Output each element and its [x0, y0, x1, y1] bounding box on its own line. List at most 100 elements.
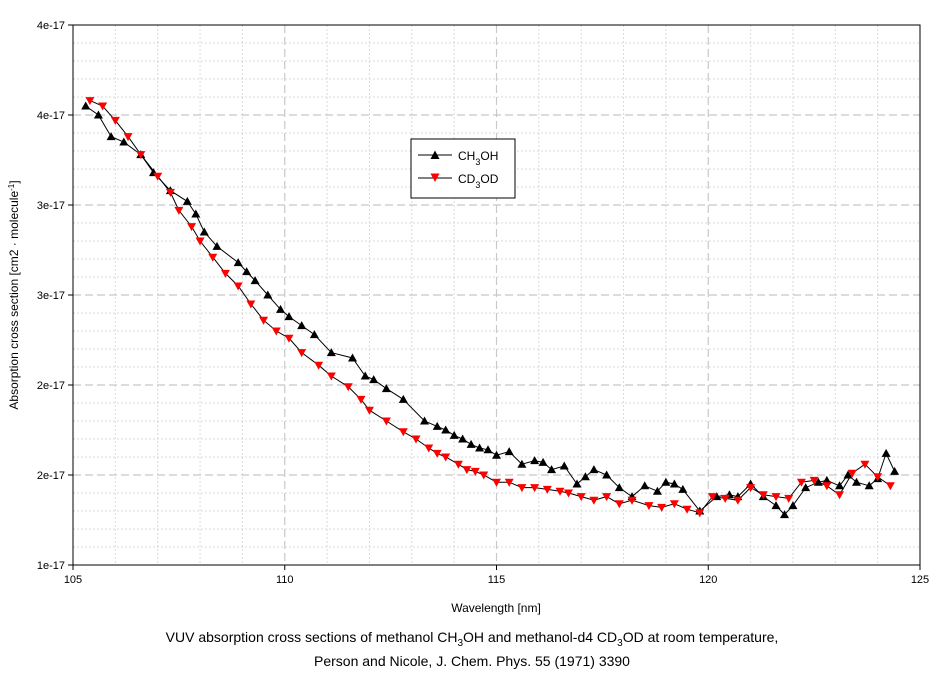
data-point-ch3oh [572, 479, 582, 488]
data-point-cd3od [110, 116, 120, 125]
data-point-cd3od [809, 476, 819, 485]
data-point-ch3oh [538, 457, 548, 466]
data-point-ch3oh [881, 448, 891, 457]
data-point-cd3od [123, 133, 133, 142]
data-point-ch3oh [661, 477, 671, 486]
data-point-ch3oh [420, 416, 430, 425]
data-point-cd3od [602, 493, 612, 502]
data-point-ch3oh [212, 241, 222, 250]
data-point-cd3od [479, 471, 489, 480]
data-point-cd3od [297, 349, 307, 358]
data-point-cd3od [174, 206, 184, 215]
data-point-cd3od [259, 316, 269, 325]
data-point-cd3od [614, 500, 624, 509]
data-point-cd3od [720, 494, 730, 503]
legend-label-ch3oh: CH3OH [458, 149, 498, 167]
data-point-cd3od [784, 494, 794, 503]
data-point-cd3od [563, 489, 573, 498]
data-point-cd3od [343, 383, 353, 392]
data-point-ch3oh [835, 481, 845, 490]
legend-marker-ch3oh [430, 150, 440, 159]
data-point-ch3oh [712, 492, 722, 501]
data-point-cd3od [208, 253, 218, 262]
x-tick-label: 110 [276, 574, 294, 586]
data-point-ch3oh [182, 196, 192, 205]
data-point-ch3oh [297, 321, 307, 330]
data-point-cd3od [530, 484, 540, 493]
data-point-cd3od [441, 453, 451, 462]
data-point-cd3od [432, 449, 442, 458]
data-point-cd3od [364, 406, 374, 415]
series-line-ch3oh [85, 105, 896, 516]
data-point-cd3od [314, 361, 324, 370]
data-point-ch3oh [492, 450, 501, 459]
legend-box [410, 138, 516, 199]
data-point-ch3oh [614, 483, 624, 492]
data-point-ch3oh [369, 375, 379, 384]
data-point-cd3od [187, 223, 197, 232]
data-point-ch3oh [360, 371, 370, 380]
data-point-cd3od [517, 484, 527, 493]
data-point-ch3oh [348, 353, 358, 362]
data-point-cd3od [695, 509, 705, 518]
data-point-cd3od [85, 97, 95, 106]
y-tick-label: 4e-17 [37, 20, 65, 32]
data-point-ch3oh [441, 425, 451, 434]
y-axis-label-sup: -1 [7, 183, 16, 191]
data-point-ch3oh [801, 483, 811, 492]
data-point-ch3oh [93, 110, 103, 119]
data-point-cd3od [453, 460, 463, 469]
data-point-cd3od [707, 493, 717, 502]
data-point-cd3od [758, 491, 768, 500]
legend-entry-ch3oh: CH3OH [418, 149, 498, 167]
data-point-cd3od [153, 172, 163, 181]
data-point-cd3od [860, 460, 870, 469]
y-tick-label: 4e-17 [37, 110, 65, 122]
data-point-cd3od [271, 327, 281, 336]
data-point-ch3oh [788, 501, 798, 510]
data-point-cd3od [796, 478, 806, 487]
data-point-cd3od [682, 505, 692, 514]
data-point-cd3od [733, 496, 743, 505]
data-point-cd3od [669, 500, 679, 509]
data-point-cd3od [98, 102, 108, 111]
data-point-ch3oh [284, 312, 294, 321]
data-point-cd3od [847, 469, 857, 478]
data-point-ch3oh [483, 445, 493, 454]
data-point-ch3oh [81, 101, 91, 110]
data-point-ch3oh [530, 456, 540, 465]
data-point-ch3oh [864, 481, 874, 490]
data-point-ch3oh [547, 465, 557, 474]
data-point-ch3oh [199, 227, 209, 236]
data-point-ch3oh [475, 443, 485, 452]
data-point-ch3oh [263, 290, 273, 299]
data-point-ch3oh [771, 501, 781, 510]
x-tick-label: 105 [64, 574, 82, 586]
data-point-ch3oh [398, 394, 408, 403]
y-tick-label: 2e-17 [37, 470, 65, 482]
legend-marker-cd3od [430, 173, 440, 182]
data-point-ch3oh [640, 481, 650, 490]
data-point-cd3od [165, 188, 175, 197]
data-point-ch3oh [652, 486, 662, 495]
data-point-cd3od [746, 484, 756, 493]
data-point-cd3od [246, 300, 256, 309]
chart: 105 110 115 120 125 1e-17 2e-17 2e-17 3e-17 3e-17… [7, 20, 930, 615]
data-point-ch3oh [559, 461, 569, 470]
legend-entry-cd3od: CD3OD [418, 172, 499, 190]
x-tick-label: 125 [911, 574, 929, 586]
data-point-cd3od [233, 282, 243, 291]
data-point-cd3od [657, 503, 667, 512]
data-point-cd3od [644, 502, 654, 511]
x-axis-label: Wavelength [nm] [451, 601, 541, 615]
data-point-ch3oh [309, 330, 319, 339]
data-point-cd3od [542, 485, 552, 494]
data-point-ch3oh [779, 510, 789, 519]
data-point-cd3od [326, 372, 336, 381]
data-point-cd3od [822, 482, 832, 491]
data-point-cd3od [504, 478, 514, 487]
legend: CH3OH CD3OD [410, 138, 516, 199]
data-point-cd3od [771, 493, 781, 502]
data-point-ch3oh [250, 276, 260, 285]
data-point-ch3oh [432, 421, 442, 430]
